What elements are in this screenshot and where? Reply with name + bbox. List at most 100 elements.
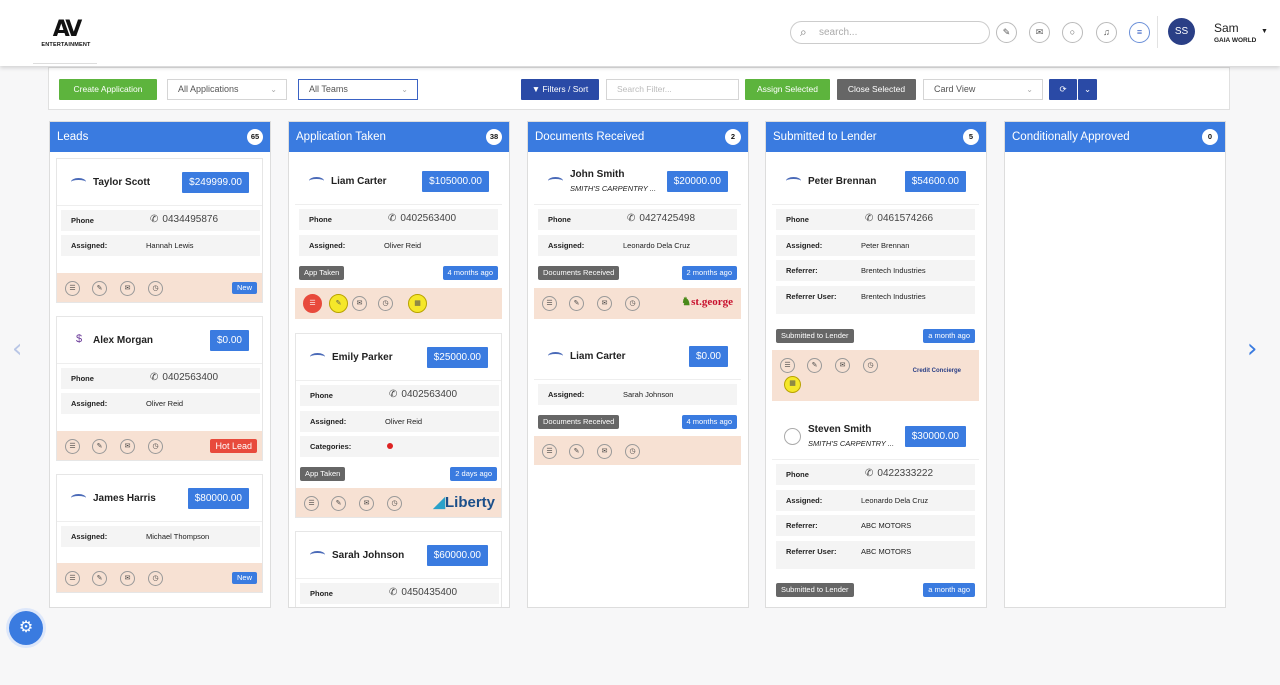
- applications-dropdown[interactable]: All Applications ⌄: [167, 79, 287, 100]
- mail-icon[interactable]: ✉: [597, 444, 612, 459]
- clock-icon[interactable]: ◷: [148, 439, 163, 454]
- edit-icon[interactable]: ✎: [92, 281, 107, 296]
- phone-value[interactable]: ✆ 0461574266: [861, 213, 933, 224]
- create-application-button[interactable]: Create Application: [59, 79, 157, 100]
- mail-icon[interactable]: ✉: [120, 439, 135, 454]
- user-name[interactable]: Sam: [1214, 21, 1239, 35]
- phone-value[interactable]: ✆ 0402563400: [146, 372, 218, 383]
- edit-icon[interactable]: ✎: [807, 358, 822, 373]
- clock-icon[interactable]: ◷: [863, 358, 878, 373]
- edit-icon[interactable]: ✎: [92, 439, 107, 454]
- calendar-icon[interactable]: ▦: [784, 376, 801, 393]
- search-filter-input[interactable]: Search Filter...: [606, 79, 739, 100]
- lead-card[interactable]: Taylor Scott $249999.00 Phone ✆ 0434495876…: [56, 158, 263, 303]
- application-card[interactable]: Sarah Johnson $60000.00 Phone ✆ 0450435400: [295, 531, 502, 607]
- checklist-icon[interactable]: ☰: [780, 358, 795, 373]
- refresh-options-button[interactable]: ⌄: [1078, 79, 1097, 100]
- pin-icon[interactable]: ✎: [996, 22, 1017, 43]
- checklist-icon[interactable]: ☰: [542, 296, 557, 311]
- card-name[interactable]: John Smith: [570, 169, 625, 180]
- edit-icon[interactable]: ✎: [569, 444, 584, 459]
- view-dropdown[interactable]: Card View ⌄: [923, 79, 1043, 100]
- referrer-value: ABC MOTORS: [861, 521, 912, 530]
- application-card[interactable]: Liam Carter $105000.00 Phone ✆ 0402563400 …: [295, 158, 502, 320]
- clock-icon[interactable]: ◷: [387, 496, 402, 511]
- checklist-icon[interactable]: ☰: [65, 571, 80, 586]
- card-name[interactable]: Liam Carter: [570, 351, 626, 362]
- submitted-card[interactable]: Peter Brennan $54600.00 Phone ✆ 0461574266…: [772, 158, 979, 401]
- assigned-row: Assigned: Peter Brennan: [776, 235, 975, 256]
- liberty-mark-icon: ◢: [433, 494, 445, 511]
- documents-card[interactable]: Liam Carter $0.00 Assigned: Sarah Johnson…: [534, 333, 741, 465]
- card-name[interactable]: Alex Morgan: [93, 335, 154, 346]
- submitted-card[interactable]: Steven Smith SMITH'S CARPENTRY ... $3000…: [772, 413, 979, 604]
- application-card[interactable]: Emily Parker $25000.00 Phone ✆ 0402563400 …: [295, 333, 502, 518]
- assign-selected-button[interactable]: Assign Selected: [745, 79, 830, 100]
- card-name[interactable]: Sarah Johnson: [332, 550, 405, 561]
- phone-value[interactable]: ✆ 0450435400: [385, 587, 457, 598]
- chat-icon[interactable]: ○: [1062, 22, 1083, 43]
- phone-value[interactable]: ✆ 0427425498: [623, 213, 695, 224]
- checklist-icon[interactable]: ☰: [65, 439, 80, 454]
- assigned-value: Oliver Reid: [146, 399, 184, 408]
- mail-icon[interactable]: ✉: [120, 571, 135, 586]
- card-name[interactable]: Emily Parker: [332, 352, 393, 363]
- scroll-left-arrow[interactable]: ‹: [12, 334, 23, 364]
- lead-card[interactable]: James Harris $80000.00 Assigned: Michael …: [56, 474, 263, 593]
- menu-icon[interactable]: ≡: [1129, 22, 1150, 43]
- refresh-button[interactable]: ⟳: [1049, 79, 1077, 100]
- close-selected-button[interactable]: Close Selected: [837, 79, 916, 100]
- teams-dropdown-label: All Teams: [309, 84, 348, 94]
- checklist-icon[interactable]: ☰: [65, 281, 80, 296]
- edit-icon[interactable]: ✎: [569, 296, 584, 311]
- column-count: 0: [1202, 129, 1218, 145]
- clock-icon[interactable]: ◷: [625, 444, 640, 459]
- card-name[interactable]: Liam Carter: [331, 176, 387, 187]
- card-name[interactable]: Steven Smith: [808, 424, 872, 435]
- mail-icon[interactable]: ✉: [597, 296, 612, 311]
- filters-sort-button[interactable]: ▼ Filters / Sort: [521, 79, 599, 100]
- lead-card[interactable]: $ Alex Morgan $0.00 Phone ✆ 0402563400 Ass…: [56, 316, 263, 461]
- teams-dropdown[interactable]: All Teams ⌄: [298, 79, 418, 100]
- card-name[interactable]: James Harris: [93, 493, 156, 504]
- mail-icon[interactable]: ✉: [1029, 22, 1050, 43]
- checklist-icon[interactable]: ☰: [303, 294, 322, 313]
- search-input[interactable]: ⌕ search...: [790, 21, 990, 44]
- phone-value[interactable]: ✆ 0402563400: [385, 389, 457, 400]
- avatar[interactable]: SS: [1168, 18, 1195, 45]
- edit-icon[interactable]: ✎: [92, 571, 107, 586]
- edit-icon[interactable]: ✎: [329, 294, 348, 313]
- clock-icon[interactable]: ◷: [378, 296, 393, 311]
- mail-icon[interactable]: ✉: [352, 296, 367, 311]
- checklist-icon[interactable]: ☰: [542, 444, 557, 459]
- calendar-icon[interactable]: ▦: [408, 294, 427, 313]
- documents-card[interactable]: John Smith SMITH'S CARPENTRY ... $20000.…: [534, 158, 741, 320]
- mail-icon[interactable]: ✉: [359, 496, 374, 511]
- card-name[interactable]: Peter Brennan: [808, 176, 877, 187]
- mail-icon[interactable]: ✉: [120, 281, 135, 296]
- lender-name: Liberty: [444, 494, 495, 511]
- clock-icon[interactable]: ◷: [148, 281, 163, 296]
- assigned-value: Michael Thompson: [146, 532, 210, 541]
- phone-value[interactable]: ✆ 0422333222: [861, 468, 933, 479]
- select-radio[interactable]: [784, 428, 801, 445]
- mail-icon[interactable]: ✉: [835, 358, 850, 373]
- bell-icon[interactable]: ♫: [1096, 22, 1117, 43]
- phone-value[interactable]: ✆ 0402563400: [384, 213, 456, 224]
- checklist-icon[interactable]: ☰: [304, 496, 319, 511]
- categories-label: Categories:: [310, 442, 352, 451]
- referrer-user-label: Referrer User:: [786, 547, 837, 556]
- phone-value[interactable]: ✆ 0434495876: [146, 214, 218, 225]
- lender-logo-icon: [786, 177, 801, 185]
- divider: [296, 380, 501, 381]
- settings-button[interactable]: ⚙: [9, 611, 43, 645]
- time-badge: a month ago: [923, 329, 975, 343]
- edit-icon[interactable]: ✎: [331, 496, 346, 511]
- time-badge: 4 months ago: [681, 415, 737, 429]
- clock-icon[interactable]: ◷: [625, 296, 640, 311]
- chevron-down-icon[interactable]: ▼: [1261, 28, 1268, 35]
- card-name[interactable]: Taylor Scott: [93, 177, 151, 188]
- scroll-right-arrow[interactable]: ›: [1247, 334, 1258, 364]
- clock-icon[interactable]: ◷: [148, 571, 163, 586]
- brand-logo[interactable]: AV ENTERTAINMENT: [36, 18, 96, 52]
